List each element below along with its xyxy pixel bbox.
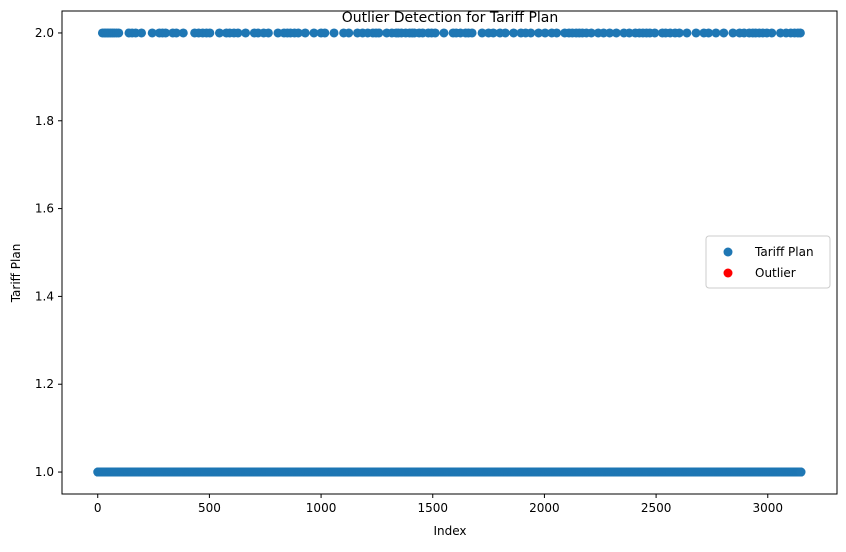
data-point xyxy=(796,467,806,477)
x-axis-ticks: 0 500 1000 1500 2000 2500 3000 xyxy=(94,494,783,515)
legend-box xyxy=(705,235,831,289)
data-point xyxy=(439,28,449,38)
data-point xyxy=(650,28,660,38)
legend: Tariff Plan Outlier xyxy=(705,235,831,289)
data-point xyxy=(691,28,701,38)
data-point xyxy=(682,28,692,38)
data-point xyxy=(114,28,124,38)
x-tick-label: 0 xyxy=(94,501,102,515)
data-point xyxy=(293,28,303,38)
data-point xyxy=(728,28,738,38)
x-tick-label: 2000 xyxy=(529,501,560,515)
data-point xyxy=(430,28,440,38)
y-tick-label: 1.8 xyxy=(35,114,54,128)
x-tick-label: 1000 xyxy=(306,501,337,515)
data-point xyxy=(467,28,477,38)
data-point xyxy=(309,28,319,38)
data-point xyxy=(147,28,157,38)
x-tick-label: 3000 xyxy=(752,501,783,515)
data-point xyxy=(767,28,777,38)
data-point xyxy=(488,28,498,38)
x-tick-label: 2500 xyxy=(641,501,672,515)
plot-frame xyxy=(61,10,838,495)
data-point xyxy=(329,28,339,38)
data-point xyxy=(719,28,729,38)
data-point xyxy=(674,28,684,38)
data-point xyxy=(500,28,510,38)
data-point xyxy=(171,28,181,38)
y-axis-label: Tariff Plan xyxy=(9,244,23,304)
data-point xyxy=(214,28,224,38)
y-tick-label: 1.4 xyxy=(35,289,54,303)
data-point xyxy=(711,28,721,38)
data-point xyxy=(605,28,615,38)
data-point xyxy=(300,28,310,38)
data-point xyxy=(477,28,487,38)
y-tick-label: 1.2 xyxy=(35,377,54,391)
data-point xyxy=(611,28,621,38)
data-point xyxy=(161,28,171,38)
legend-label-outlier: Outlier xyxy=(755,266,796,280)
chart-title: Outlier Detection for Tariff Plan xyxy=(342,10,558,26)
data-point xyxy=(241,28,251,38)
data-point xyxy=(540,28,550,38)
y-tick-label: 1.0 xyxy=(35,465,54,479)
y-tick-label: 2.0 xyxy=(35,26,54,40)
data-point xyxy=(509,28,519,38)
legend-label-tariff-plan: Tariff Plan xyxy=(754,245,814,259)
data-point xyxy=(205,28,215,38)
data-point xyxy=(374,28,384,38)
data-point xyxy=(586,28,596,38)
legend-marker-outlier xyxy=(723,268,733,278)
data-point xyxy=(552,28,562,38)
x-tick-label: 500 xyxy=(198,501,221,515)
data-point xyxy=(534,28,544,38)
legend-marker-tariff-plan xyxy=(723,247,733,257)
y-axis-ticks: 1.0 1.2 1.4 1.6 1.8 2.0 xyxy=(35,26,62,479)
y-tick-label: 1.6 xyxy=(35,202,54,216)
data-point xyxy=(795,28,805,38)
data-points xyxy=(93,28,806,477)
data-point xyxy=(526,28,536,38)
data-point xyxy=(178,28,188,38)
data-point xyxy=(704,28,714,38)
data-point xyxy=(233,28,243,38)
data-point xyxy=(263,28,273,38)
x-tick-label: 1500 xyxy=(417,501,448,515)
data-point xyxy=(137,28,147,38)
data-point xyxy=(344,28,354,38)
x-axis-label: Index xyxy=(433,524,466,538)
data-point xyxy=(320,28,330,38)
